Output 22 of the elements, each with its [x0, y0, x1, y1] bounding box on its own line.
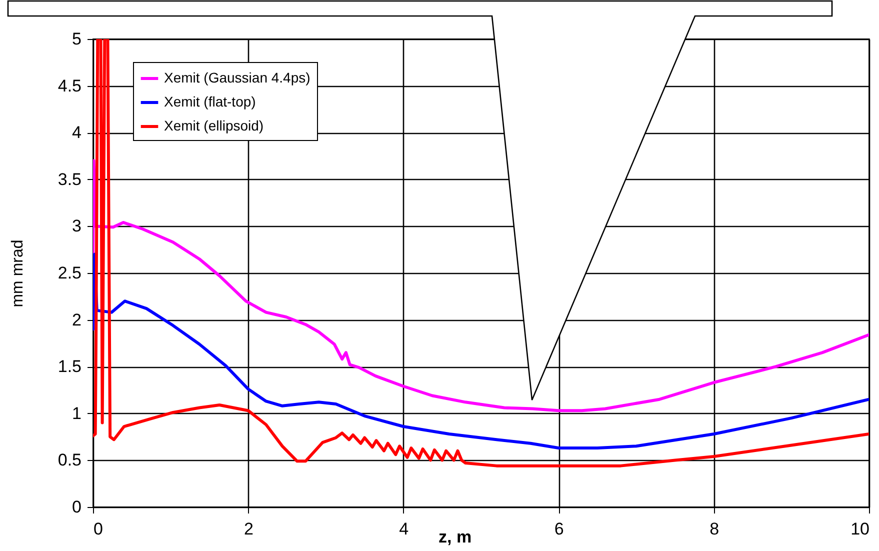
y-tick-label: 2.5 — [58, 264, 82, 282]
y-tick-label: 4 — [72, 123, 82, 142]
x-tick-label: 4 — [399, 520, 409, 538]
x-axis-title: z, m — [438, 528, 472, 546]
x-tick-label: 2 — [244, 520, 254, 538]
legend-label: Xemit (Gaussian 4.4ps) — [164, 70, 310, 86]
x-tick-label: 10 — [850, 520, 870, 538]
y-axis-title: mm mrad — [10, 240, 26, 308]
y-tick-label: 0.5 — [58, 450, 82, 470]
y-tick-label: 1.5 — [58, 357, 82, 376]
y-tick-label: 3.5 — [58, 170, 82, 189]
x-tick-label: 6 — [554, 520, 564, 538]
y-tick-label: 4.5 — [58, 76, 82, 96]
y-tick-label: 2 — [72, 310, 82, 330]
x-tick-label: 8 — [710, 520, 720, 538]
x-tick-label: 0 — [94, 520, 103, 538]
legend-label: Xemit (flat-top) — [164, 94, 256, 110]
y-tick-label: 3 — [72, 216, 82, 236]
y-tick-label: 5 — [72, 30, 82, 48]
legend-label: Xemit (ellipsoid) — [164, 118, 264, 134]
y-tick-label: 1 — [72, 404, 82, 423]
y-tick-label: 0 — [72, 498, 82, 516]
